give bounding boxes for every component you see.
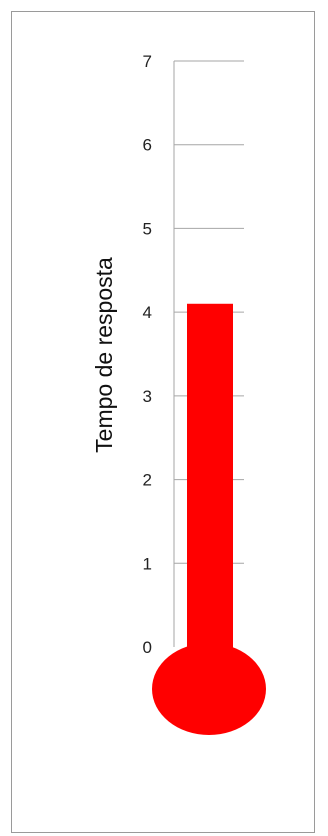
y-axis-label: Tempo de resposta: [91, 257, 117, 453]
y-tick-label: 5: [143, 219, 152, 238]
y-tick-label: 7: [143, 52, 152, 71]
y-tick-label: 2: [143, 471, 152, 490]
thermometer-marks: [152, 303, 266, 735]
y-tick-label: 3: [143, 387, 152, 406]
thermometer-bar: [187, 303, 233, 657]
y-tick-label: 1: [143, 554, 152, 573]
thermometer-bulb: [152, 643, 266, 735]
y-tick-label: 4: [143, 303, 152, 322]
y-tick-label: 0: [143, 638, 152, 657]
y-tick-label: 6: [143, 136, 152, 155]
y-tick-labels: 0 1 2 3 4 5 6 7: [143, 52, 152, 657]
